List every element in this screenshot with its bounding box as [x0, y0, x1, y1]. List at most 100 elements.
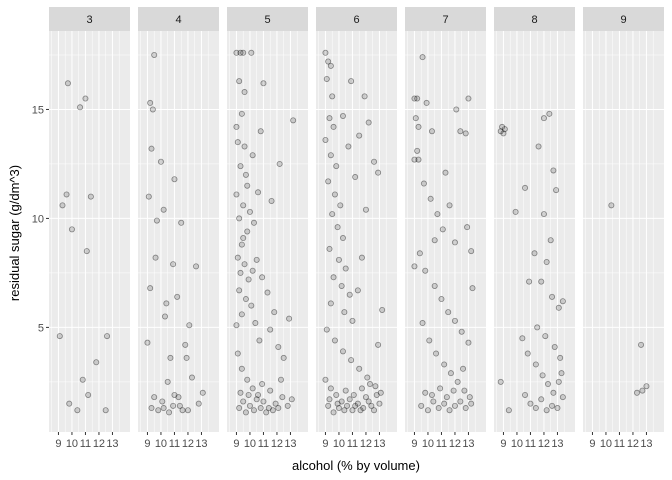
data-point: [465, 339, 472, 346]
data-point: [344, 402, 351, 409]
data-point: [377, 389, 384, 396]
data-point: [153, 217, 160, 224]
data-point: [234, 350, 241, 357]
data-point: [419, 54, 426, 61]
data-point: [428, 391, 435, 398]
data-point: [350, 391, 357, 398]
panel-background: [316, 31, 397, 432]
data-point: [365, 398, 372, 405]
data-point: [279, 394, 286, 401]
data-point: [338, 398, 345, 405]
x-tick-label: 11: [614, 438, 625, 450]
x-tick-label: 11: [169, 438, 180, 450]
data-point: [430, 398, 437, 405]
y-axis-title: residual sugar (g/dm^3): [7, 165, 22, 301]
x-tick-label: 9: [55, 438, 61, 450]
data-point: [277, 376, 284, 383]
data-point: [260, 398, 267, 405]
facet-strip-label: 5: [264, 14, 270, 26]
data-point: [554, 405, 561, 412]
data-point: [255, 189, 262, 196]
data-point: [188, 374, 195, 381]
data-point: [240, 202, 247, 209]
data-point: [331, 191, 338, 198]
data-point: [331, 337, 338, 344]
data-point: [364, 374, 371, 381]
x-tick-label: 9: [500, 438, 506, 450]
data-point: [505, 407, 512, 414]
data-point: [257, 405, 264, 412]
data-point: [237, 389, 244, 396]
facet-panel-9: 9 9 10 11 12 13: [583, 7, 664, 450]
data-point: [242, 409, 249, 416]
data-point: [148, 405, 155, 412]
data-point: [334, 224, 341, 231]
data-point: [555, 304, 562, 311]
x-tick-label: 11: [80, 438, 91, 450]
data-point: [643, 383, 650, 390]
data-point: [175, 394, 182, 401]
data-point: [415, 123, 422, 130]
data-point: [330, 123, 337, 130]
x-tick-label: 10: [155, 438, 167, 450]
data-point: [255, 391, 262, 398]
data-point: [252, 320, 259, 327]
data-point: [241, 89, 248, 96]
panel-background: [494, 31, 575, 432]
data-point: [411, 95, 418, 102]
data-point: [176, 402, 183, 409]
data-point: [446, 202, 453, 209]
data-point: [236, 78, 243, 85]
x-tick-label: 12: [182, 438, 194, 450]
data-point: [501, 126, 508, 133]
data-point: [469, 285, 476, 292]
data-point: [166, 409, 173, 416]
data-point: [346, 291, 353, 298]
data-point: [144, 339, 151, 346]
data-point: [265, 405, 272, 412]
data-point: [66, 400, 73, 407]
data-point: [170, 261, 177, 268]
x-tick-label: 11: [347, 438, 358, 450]
data-point: [335, 405, 342, 412]
x-tick-label: 11: [436, 438, 447, 450]
data-point: [267, 387, 274, 394]
data-point: [352, 402, 359, 409]
data-point: [286, 315, 293, 322]
data-point: [543, 407, 550, 414]
data-point: [608, 202, 615, 209]
data-point: [354, 400, 361, 407]
data-point: [236, 287, 243, 294]
data-point: [233, 123, 240, 130]
panel-background: [227, 31, 308, 432]
data-point: [330, 409, 337, 416]
data-point: [256, 337, 263, 344]
data-point: [461, 387, 468, 394]
data-point: [349, 317, 356, 324]
data-point: [234, 139, 241, 146]
data-point: [329, 93, 336, 100]
facet-strip-label: 9: [620, 14, 626, 26]
data-point: [422, 267, 429, 274]
data-point: [431, 282, 438, 289]
data-point: [524, 350, 531, 357]
data-point: [161, 313, 168, 320]
panel-background: [583, 31, 664, 432]
data-point: [149, 106, 156, 113]
data-point: [327, 300, 334, 307]
data-point: [269, 407, 276, 414]
data-point: [346, 396, 353, 403]
data-point: [160, 405, 167, 412]
data-point: [462, 130, 469, 137]
data-point: [464, 224, 471, 231]
data-point: [428, 128, 435, 135]
data-point: [426, 337, 433, 344]
facet-strip: [316, 7, 397, 31]
data-point: [375, 169, 382, 176]
data-point: [371, 407, 378, 414]
panel-background: [138, 31, 219, 432]
data-point: [339, 348, 346, 355]
x-tick-label: 11: [525, 438, 536, 450]
data-point: [341, 407, 348, 414]
